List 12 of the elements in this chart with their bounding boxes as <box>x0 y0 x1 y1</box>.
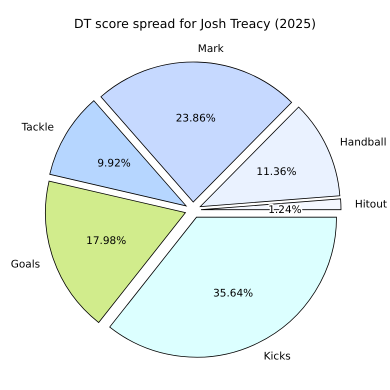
data-label: 11.36% <box>256 166 296 178</box>
slice-label: Goals <box>10 258 40 270</box>
slice-label: Tackle <box>20 122 54 134</box>
chart-title: DT score spread for Josh Treacy (2025) <box>74 16 316 31</box>
slice-label: Hitout <box>354 198 388 210</box>
data-label: 23.86% <box>176 112 216 125</box>
slice-label: Handball <box>340 136 387 148</box>
data-label: 9.92% <box>97 157 131 170</box>
slice-label: Kicks <box>264 350 291 362</box>
data-label: 17.98% <box>86 235 126 248</box>
data-label: 35.64% <box>213 287 254 300</box>
slice-label: Mark <box>198 42 225 55</box>
